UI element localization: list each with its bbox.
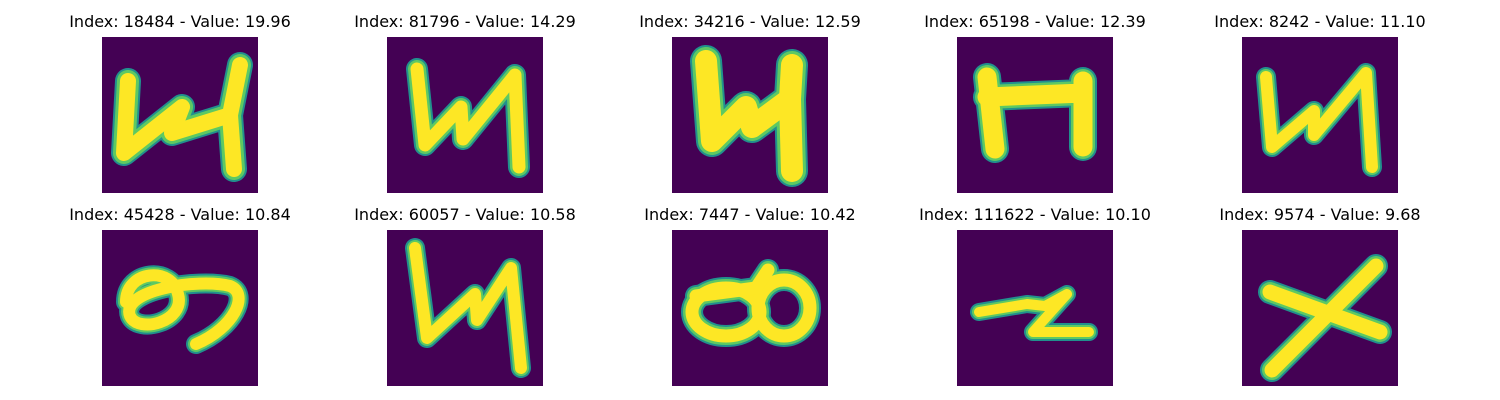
panel-title: Index: 45428 - Value: 10.84 <box>69 205 291 224</box>
digit-image <box>102 230 258 386</box>
digit-image <box>957 230 1113 386</box>
digit-image <box>387 37 543 193</box>
digit-image <box>672 230 828 386</box>
digit-image <box>102 37 258 193</box>
digit-image <box>957 37 1113 193</box>
panel-title: Index: 7447 - Value: 10.42 <box>644 205 856 224</box>
digit-image <box>1242 230 1398 386</box>
panel-title: Index: 9574 - Value: 9.68 <box>1219 205 1421 224</box>
panel-title: Index: 111622 - Value: 10.10 <box>919 205 1151 224</box>
panel-title: Index: 81796 - Value: 14.29 <box>354 12 576 31</box>
panel-title: Index: 8242 - Value: 11.10 <box>1214 12 1426 31</box>
panel-title: Index: 65198 - Value: 12.39 <box>924 12 1146 31</box>
digit-image <box>672 37 828 193</box>
panel-title: Index: 34216 - Value: 12.59 <box>639 12 861 31</box>
digit-image <box>1242 37 1398 193</box>
digit-image <box>387 230 543 386</box>
panel-title: Index: 18484 - Value: 19.96 <box>69 12 291 31</box>
panel-title: Index: 60057 - Value: 10.58 <box>354 205 576 224</box>
